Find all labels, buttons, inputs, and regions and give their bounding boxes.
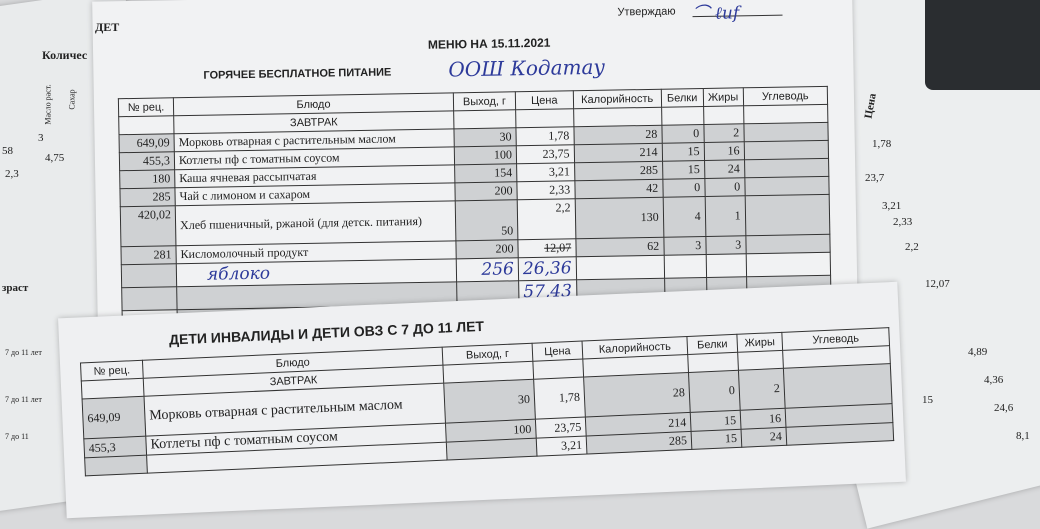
second-menu-sheet: ДЕТИ ИНВАЛИДЫ И ДЕТИ ОВЗ С 7 ДО 11 ЛЕТ №…: [58, 281, 906, 519]
col-price: Цена: [515, 90, 574, 110]
handwritten-school: ООШ Кодатау: [448, 54, 606, 82]
cell: 16: [740, 408, 786, 430]
sheet-text: 12,07: [925, 278, 950, 290]
col-prot: Белки: [686, 334, 738, 355]
sheet-text: 2,33: [893, 216, 913, 228]
col-prot: Белки: [660, 88, 704, 108]
cell: 180: [119, 169, 175, 189]
cell: 23,75: [516, 144, 575, 164]
col-fat: Жиры: [736, 332, 783, 353]
col-out: Выход, г: [453, 91, 516, 111]
sheet-text: 7 до 11: [5, 432, 29, 441]
sheet-text: Количес: [42, 48, 88, 62]
col-fat: Жиры: [702, 87, 744, 107]
calculator: [925, 0, 1040, 90]
cell: 455,3: [119, 151, 175, 171]
cell: 3: [705, 235, 746, 255]
sheet-text: 1,78: [872, 138, 892, 150]
cell: [446, 438, 538, 461]
sheet-text: 4,89: [968, 346, 988, 358]
menu-table-2: № рец. Блюдо Выход, г Цена Калорийность …: [80, 327, 894, 476]
cell: 2,33: [516, 180, 575, 200]
cell: 1,78: [515, 126, 574, 146]
cell: 200: [455, 239, 519, 259]
cell: 2: [703, 123, 744, 143]
sheet-text: 23,7: [865, 172, 885, 184]
cell: 214: [573, 143, 663, 163]
cell: 285: [586, 431, 692, 454]
cell: 0: [688, 370, 741, 413]
cell: 15: [661, 142, 705, 162]
cell: 649,09: [82, 396, 146, 439]
col-price: Цена: [532, 341, 583, 362]
approve-label: Утверждаю: [617, 5, 676, 19]
sheet-text: 24,6: [994, 402, 1014, 414]
cell: 285: [119, 187, 176, 207]
cell: 50: [455, 199, 518, 241]
menu-subtitle: ГОРЯЧЕЕ БЕСПЛАТНОЕ ПИТАНИЕ: [203, 66, 392, 82]
cell: 16: [703, 141, 745, 161]
cell: 130: [574, 197, 664, 239]
cell: 28: [583, 372, 691, 418]
cell: Хлеб пшеничный, ржаной (для детск. питан…: [175, 200, 456, 246]
cell: 24: [741, 427, 787, 448]
sheet-text: 15: [922, 394, 933, 406]
cell: 2,2: [517, 198, 576, 240]
cell: 0: [704, 177, 745, 197]
cell: 0: [661, 124, 704, 144]
sheet-text: Сахар: [67, 89, 77, 110]
cell: 200: [454, 181, 518, 201]
sheet-text: 58: [2, 145, 13, 157]
cell: 26,36: [518, 256, 577, 281]
sheet-text: 3: [38, 132, 44, 144]
col-carb: Углеводь: [742, 86, 828, 106]
cell: 3,21: [516, 162, 575, 182]
cell: 1: [704, 195, 746, 237]
cell: 256: [456, 257, 519, 282]
sheet-text: ДЕТ: [95, 20, 120, 34]
cell: 285: [574, 161, 663, 181]
cell: 15: [691, 429, 742, 450]
signature: ⌒ ℓuf: [692, 0, 783, 24]
sheet-text: Масло раст.: [43, 84, 53, 125]
sheet-text: 2,2: [905, 241, 919, 253]
cell: 154: [454, 163, 517, 183]
sheet-text: 7 до 11 лет: [5, 395, 42, 404]
cell: 4: [662, 196, 706, 238]
sheet-text: 2,3: [5, 168, 19, 180]
cell: 3,21: [536, 435, 587, 457]
cell: 42: [574, 179, 663, 199]
cell: 30: [443, 379, 536, 424]
cell: [84, 455, 148, 476]
cell: 1,78: [533, 377, 586, 420]
sheet-text: 3,21: [882, 200, 902, 212]
sheet-text: 4,36: [984, 374, 1004, 386]
sheet-text: 4,75: [45, 152, 65, 164]
cell: 15: [690, 410, 742, 432]
sheet-text: 8,1: [1016, 430, 1030, 442]
cell: 62: [575, 237, 664, 257]
cell: 420,02: [120, 205, 176, 247]
cell: 2: [738, 368, 786, 411]
section-title: ДЕТИ ИНВАЛИДЫ И ДЕТИ ОВЗ С 7 ДО 11 ЛЕТ: [168, 317, 485, 348]
cell: 12,07: [517, 238, 576, 258]
cell: 3: [663, 236, 706, 256]
col-rec: № рец.: [118, 97, 174, 117]
cell: 23,75: [535, 417, 587, 439]
menu-title: МЕНЮ НА 15.11.2021: [427, 35, 551, 52]
menu-sheet: Утверждаю ⌒ ℓuf МЕНЮ НА 15.11.2021 ГОРЯЧ…: [92, 0, 858, 332]
cell: 30: [453, 127, 517, 147]
cell: 28: [573, 125, 662, 145]
cell: 100: [454, 145, 517, 165]
cell: 0: [662, 178, 705, 198]
col-cal: Калорийность: [572, 89, 662, 109]
cell: 281: [120, 245, 177, 265]
sheet-text: 7 до 11 лет: [5, 348, 42, 357]
cell: 15: [662, 160, 705, 180]
cell: 24: [704, 159, 745, 179]
sheet-text: зраст: [2, 282, 29, 294]
cell: 649,09: [119, 133, 175, 153]
